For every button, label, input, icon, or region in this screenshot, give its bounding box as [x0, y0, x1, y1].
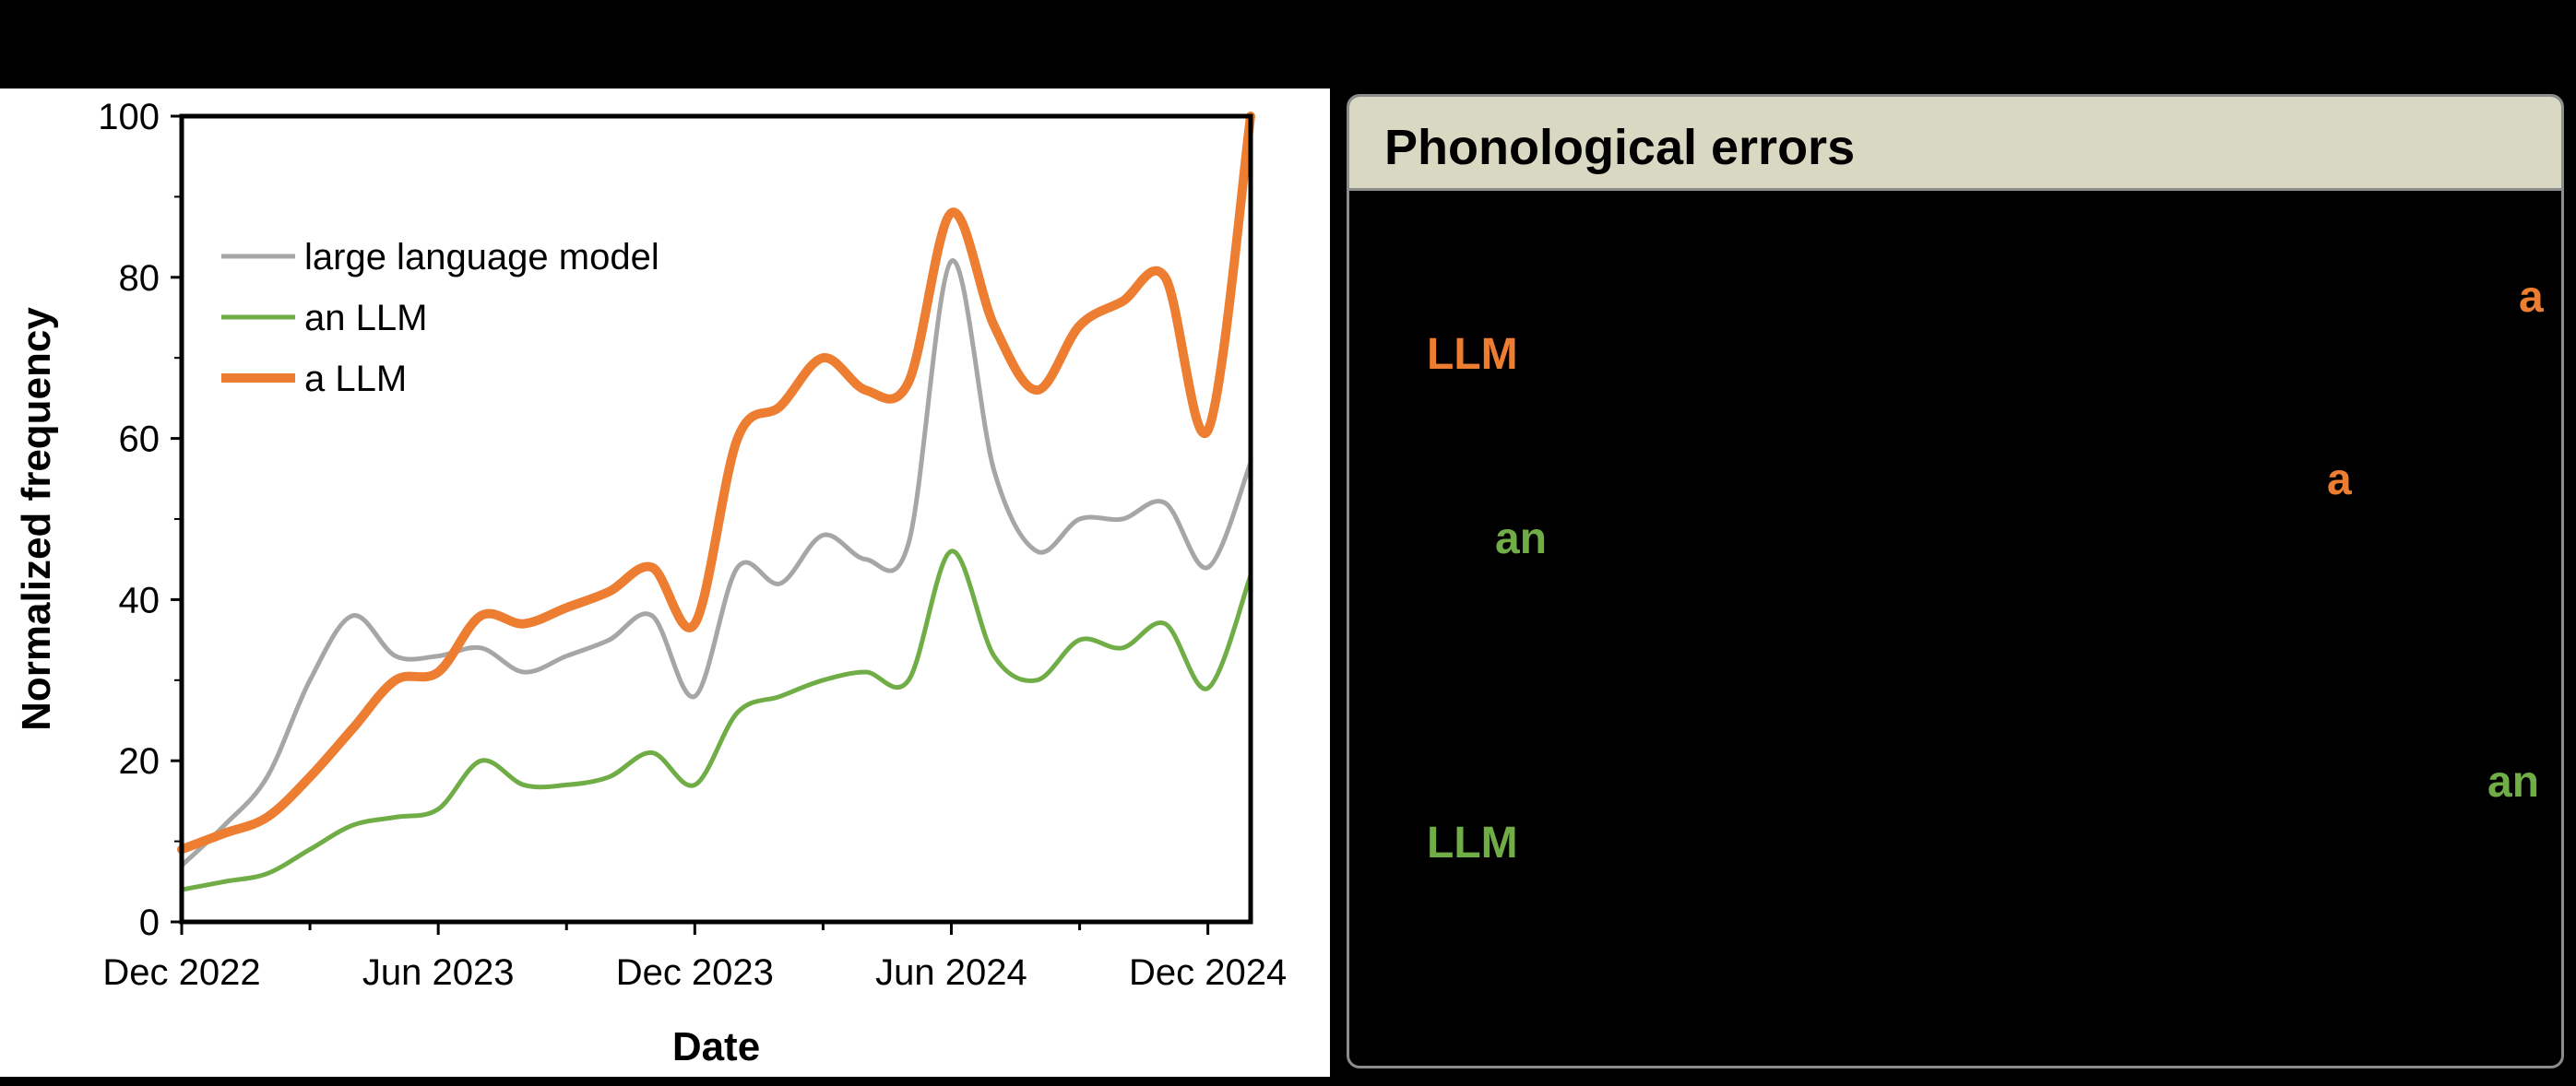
phonological-errors-panel: Phonological errors a LLM a an an LLM: [1347, 94, 2564, 1068]
token-an-green: an: [1495, 514, 1548, 563]
y-tick-label: 0: [139, 903, 160, 943]
x-axis-label: Date: [672, 1024, 760, 1069]
series-line-0: [179, 258, 1253, 868]
line-chart: 0 20 40 60 80 100 Dec 2022 Jun 2023 Dec 2023 Jun …: [14, 97, 1287, 1069]
y-tick-label: 20: [119, 741, 160, 782]
y-axis-label: Normalized frequency: [14, 307, 59, 731]
y-tick-label: 80: [119, 258, 160, 299]
x-tick-label: Dec 2023: [616, 952, 774, 993]
x-tick-label: Jun 2023: [362, 952, 515, 993]
x-tick-label: Dec 2024: [1129, 952, 1287, 993]
token-llm-orange: LLM: [1427, 330, 1518, 379]
panel-header: Phonological errors: [1349, 97, 2561, 191]
x-tick-label: Jun 2024: [875, 952, 1027, 993]
legend-label: large language model: [304, 237, 659, 277]
chart-panel: 0 20 40 60 80 100 Dec 2022 Jun 2023 Dec 2023 Jun …: [0, 89, 1330, 1077]
y-tick-label: 60: [119, 419, 160, 460]
series-line-1: [179, 549, 1253, 892]
panel-title: Phonological errors: [1384, 120, 1856, 175]
y-tick-label: 100: [98, 97, 160, 137]
y-tick-label: 40: [119, 580, 160, 620]
token-a-orange: a: [2327, 455, 2352, 504]
legend-label: a LLM: [304, 359, 407, 399]
legend-label: an LLM: [304, 298, 427, 338]
token-llm-green: LLM: [1427, 819, 1518, 868]
token-a-orange: a: [2519, 273, 2544, 322]
x-tick-label: Dec 2022: [102, 952, 260, 993]
token-an-green: an: [2487, 758, 2540, 807]
series-line-2: [177, 112, 1255, 855]
